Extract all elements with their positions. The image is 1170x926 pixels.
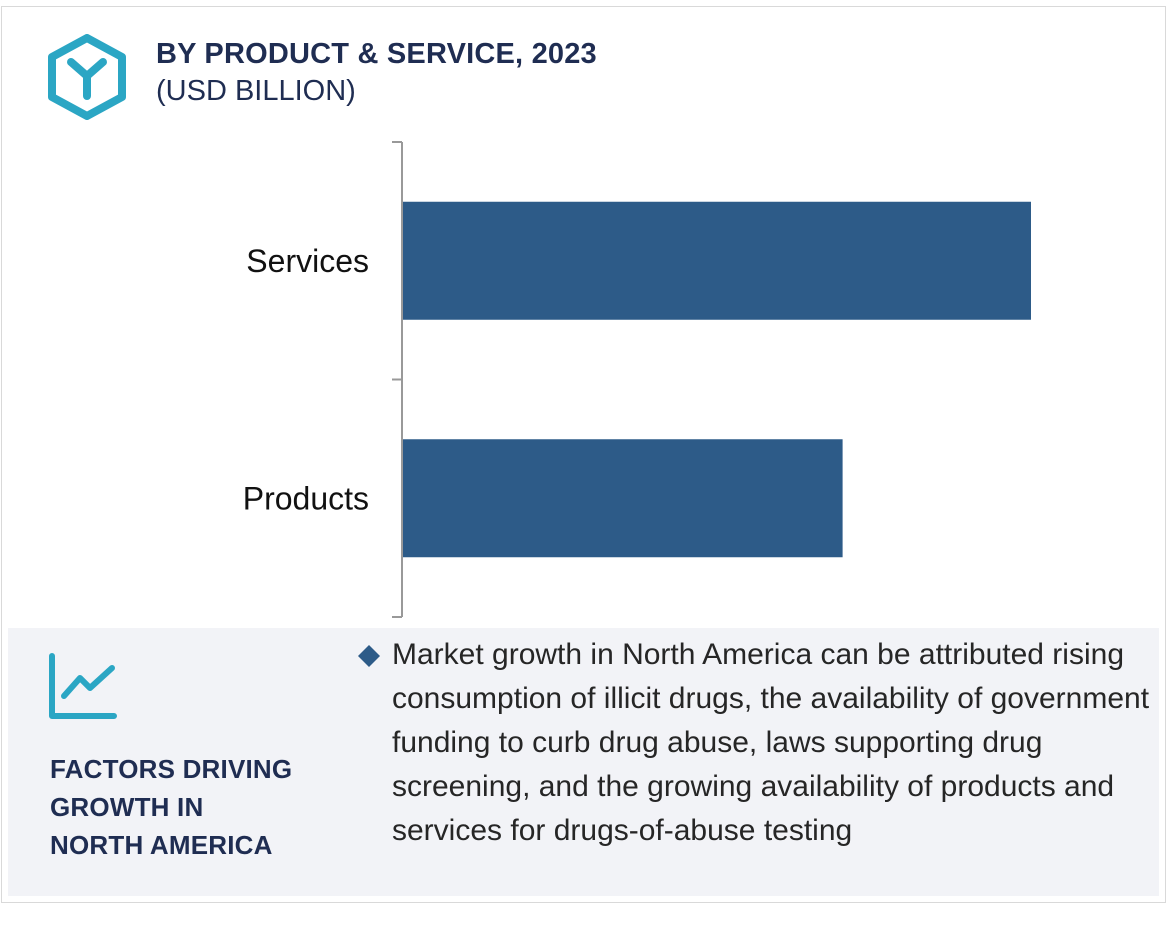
factors-heading: FACTORS DRIVING GROWTH IN NORTH AMERICA	[50, 750, 292, 864]
trend-chart-icon	[49, 653, 117, 719]
category-label: Services	[246, 243, 369, 279]
factors-heading-line: FACTORS DRIVING	[50, 754, 293, 784]
factors-panel	[8, 628, 1159, 896]
hexagon-y-logo-icon	[48, 34, 126, 120]
factors-heading-line: NORTH AMERICA	[50, 830, 273, 860]
bar-products	[403, 439, 843, 558]
factors-heading-line: GROWTH IN	[50, 792, 204, 822]
diamond-bullet-icon	[358, 645, 380, 667]
bar-chart: Services Products	[243, 141, 1031, 618]
bar-services	[403, 201, 1031, 320]
chart-title: BY PRODUCT & SERVICE, 2023	[156, 38, 597, 70]
chart-subtitle: (USD BILLION)	[156, 75, 356, 107]
category-label: Products	[243, 480, 369, 516]
factors-description: Market growth in North America can be at…	[392, 638, 1150, 847]
